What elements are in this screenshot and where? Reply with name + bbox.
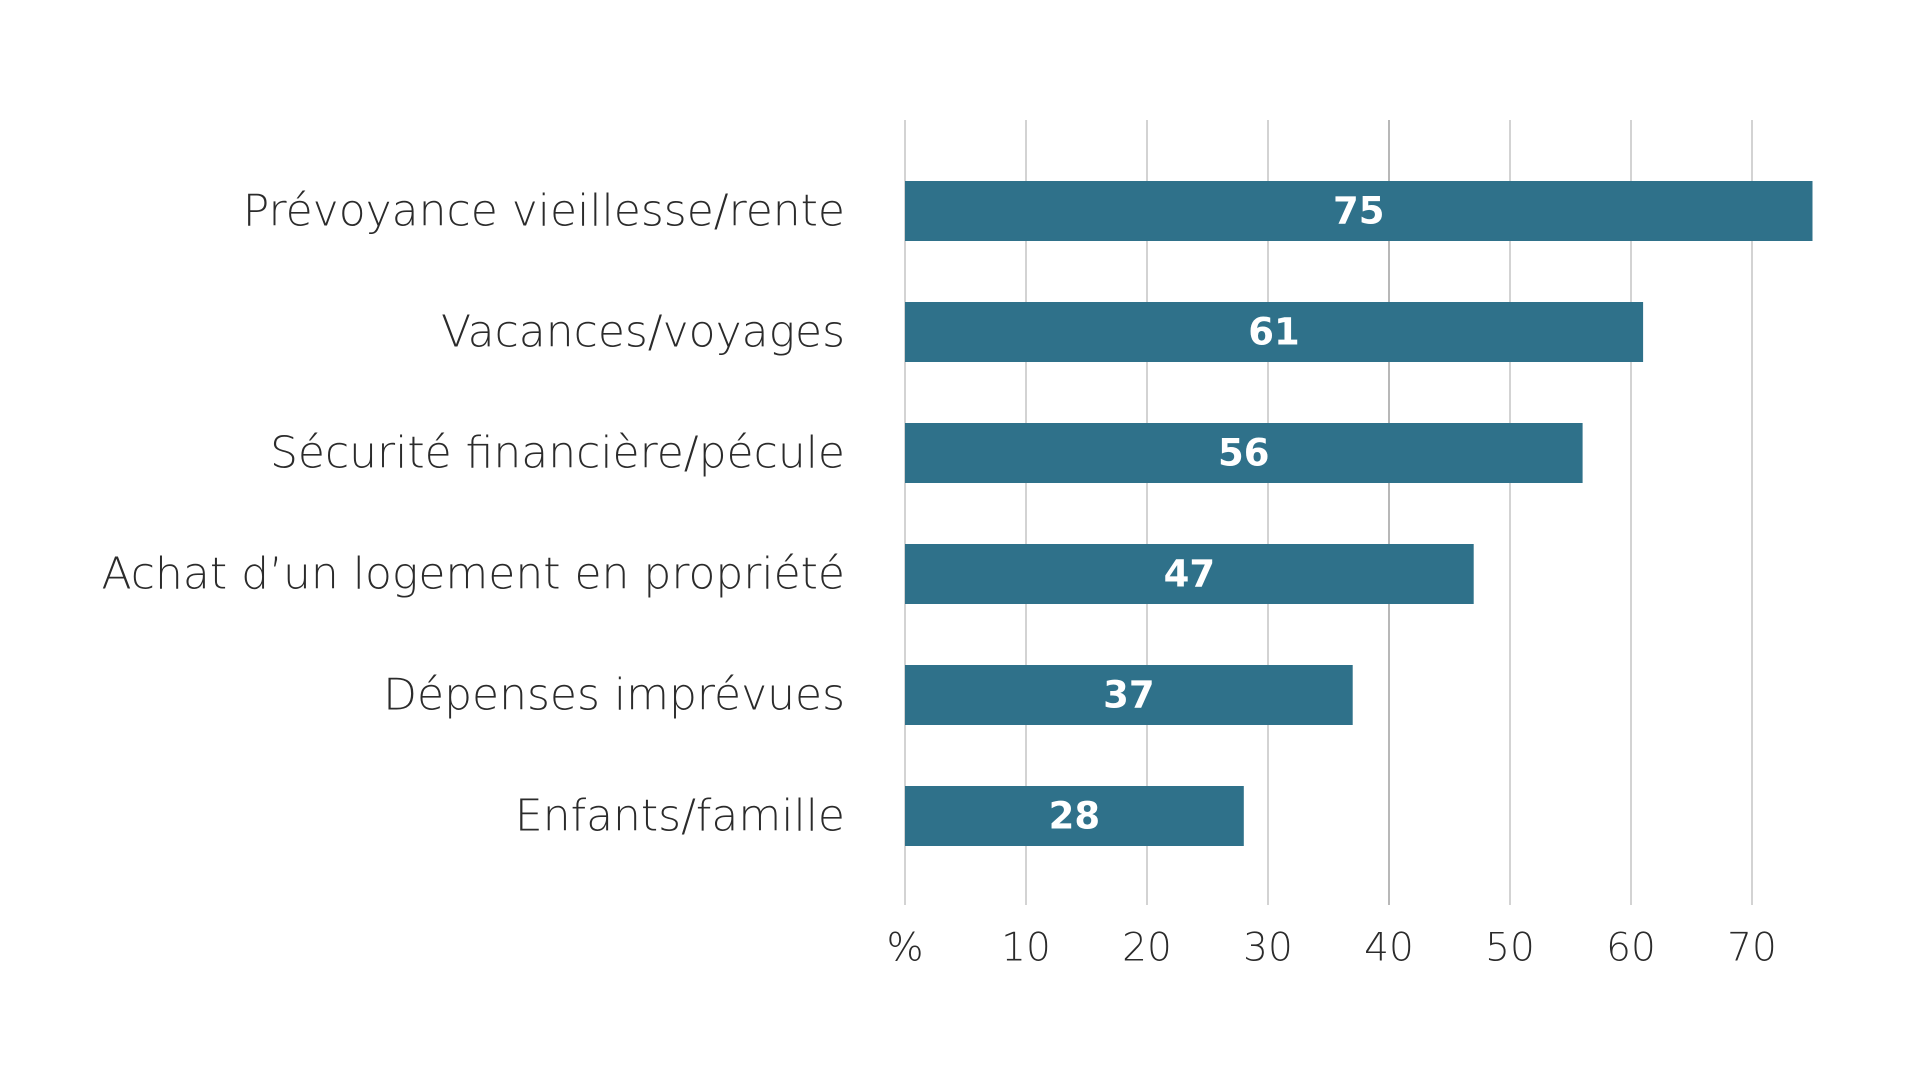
x-tick-label-60: 60 <box>1606 926 1656 971</box>
bars <box>905 181 1813 846</box>
x-tick-label-50: 50 <box>1485 926 1535 971</box>
category-label-4: Dépenses imprévues <box>383 670 845 721</box>
bar-4 <box>905 665 1353 725</box>
category-label-3: Achat d’un logement en propriété <box>101 549 845 600</box>
x-tick-label-40: 40 <box>1364 926 1414 971</box>
category-label-5: Enfants/famille <box>515 791 845 842</box>
bar-2 <box>905 423 1583 483</box>
category-labels: Prévoyance vieillesse/rente Vacances/voya… <box>101 186 845 842</box>
grid-lines <box>904 120 1753 905</box>
x-tick-label-10: 10 <box>1001 926 1051 971</box>
x-tick-label-30: 30 <box>1243 926 1293 971</box>
bar-value-label-0: 75 <box>1333 190 1385 233</box>
bar-value-label-1: 61 <box>1248 311 1300 354</box>
bar-value-label-3: 47 <box>1164 553 1216 596</box>
value-labels: 75 61 56 47 37 28 <box>1049 190 1385 838</box>
x-tick-label-70: 70 <box>1727 926 1777 971</box>
bar-value-label-5: 28 <box>1049 795 1101 838</box>
bar-3 <box>905 544 1474 604</box>
x-tick-label-20: 20 <box>1122 926 1172 971</box>
bar-value-label-2: 56 <box>1218 432 1270 475</box>
category-label-0: Prévoyance vieillesse/rente <box>243 186 845 237</box>
bar-value-label-4: 37 <box>1103 674 1155 717</box>
x-tick-label-percent: % <box>886 926 923 971</box>
x-axis-tick-labels: % 10 20 30 40 50 60 70 <box>886 926 1776 971</box>
category-label-1: Vacances/voyages <box>441 307 845 358</box>
bar-0 <box>905 181 1813 241</box>
bar-1 <box>905 302 1644 362</box>
bar-5 <box>905 786 1244 846</box>
category-label-2: Sécurité financière/pécule <box>270 428 845 479</box>
